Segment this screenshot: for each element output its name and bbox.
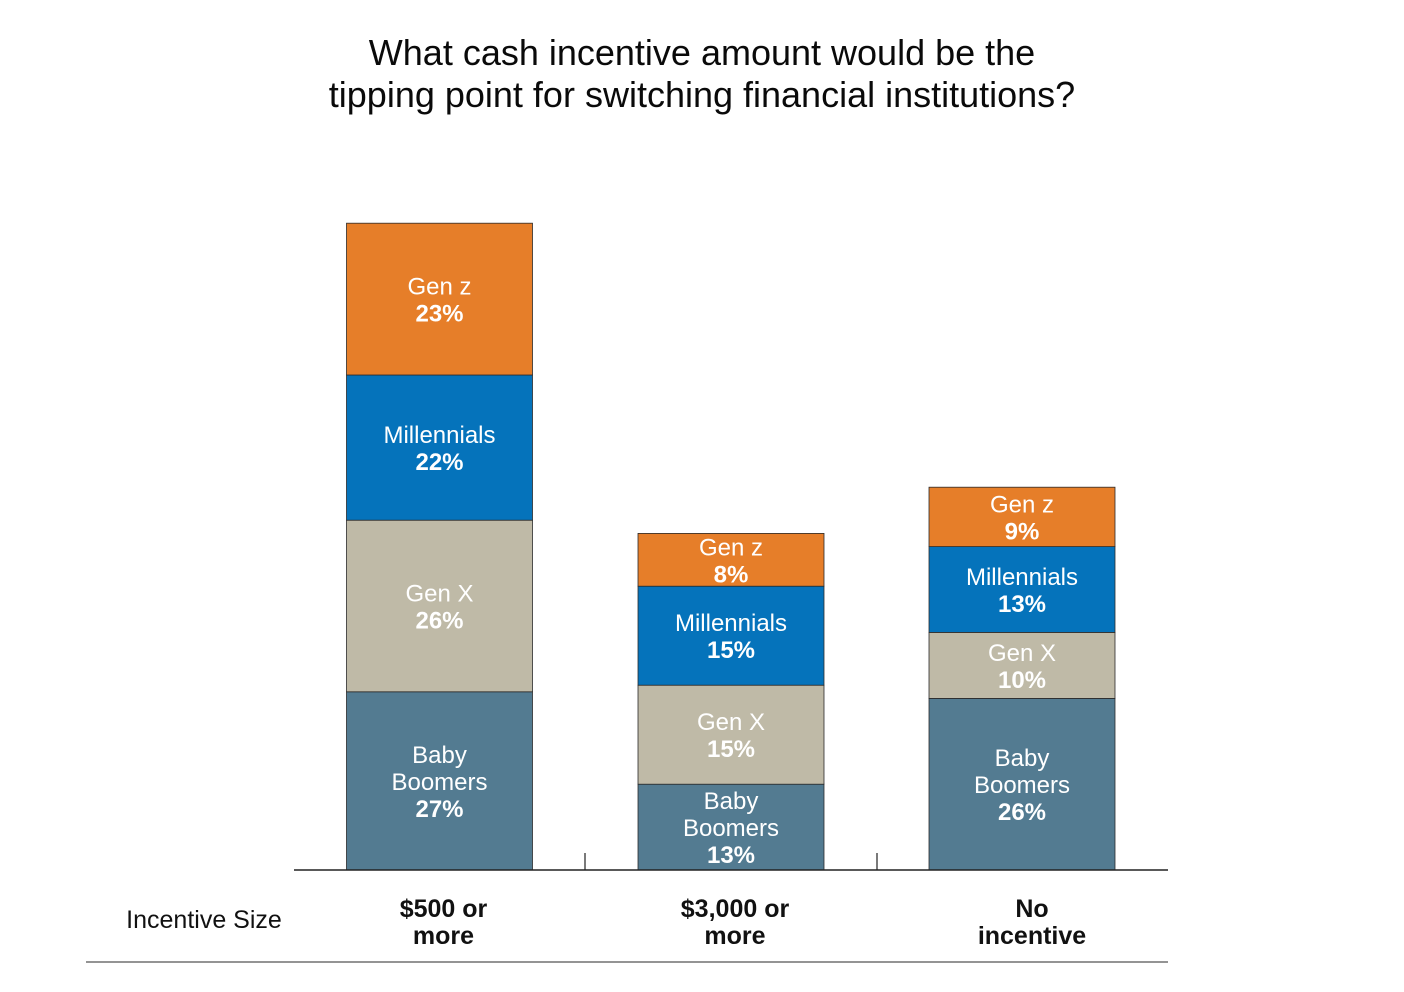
title-line-1: What cash incentive amount would be the: [368, 32, 1036, 73]
data-label-line: Millennials: [383, 422, 495, 449]
data-label-line: 26%: [415, 608, 463, 635]
data-label-line: 26%: [998, 799, 1046, 826]
bar-segment: [928, 486, 1116, 548]
bar-segment: [928, 546, 1116, 633]
x-axis-title: Incentive Size: [126, 906, 282, 934]
data-label-line: Boomers: [683, 815, 779, 842]
bar-segment: [928, 632, 1116, 699]
data-label-line: 13%: [998, 591, 1046, 618]
data-label-line: 15%: [707, 736, 755, 763]
data-label-line: 23%: [415, 301, 463, 328]
data-label: Gen X 15%: [697, 709, 765, 763]
data-label-line: 15%: [707, 637, 755, 664]
data-label-line: Gen X: [405, 581, 473, 608]
category-label-line: more: [704, 922, 765, 950]
data-label-line: Boomers: [974, 772, 1070, 799]
bar-segment: [346, 519, 533, 693]
category-label-line: incentive: [978, 922, 1086, 950]
data-label: Gen X 10%: [988, 640, 1056, 694]
bar-segment: [637, 684, 825, 785]
category-label-line: No: [1015, 895, 1048, 923]
category-label: No incentive: [978, 895, 1086, 950]
category-label-line: $3,000 or: [681, 895, 790, 923]
bar-segment: [346, 222, 533, 376]
data-label-line: Baby: [412, 742, 467, 769]
data-label: Millennials 15%: [675, 610, 787, 664]
data-label: Millennials 22%: [383, 422, 495, 476]
data-label-line: Millennials: [966, 564, 1078, 591]
data-label-line: Baby: [995, 745, 1050, 772]
data-label-line: Gen z: [990, 491, 1054, 518]
data-label-line: 22%: [415, 449, 463, 476]
category-label-line: $500 or: [400, 895, 488, 923]
data-label: Baby Boomers 27%: [391, 742, 487, 823]
data-label-line: 27%: [415, 796, 463, 823]
bar-segment: [637, 783, 825, 871]
data-label-line: Baby: [704, 788, 759, 815]
data-label-line: 9%: [1005, 518, 1040, 545]
data-label-line: Gen X: [697, 709, 765, 736]
data-label: Baby Boomers 26%: [974, 745, 1070, 826]
bar-segment: [346, 374, 533, 521]
data-label: Millennials 13%: [966, 564, 1078, 618]
bar-segment: [637, 585, 825, 686]
bar-segment: [346, 691, 533, 871]
data-label-line: 8%: [714, 561, 749, 588]
data-label: Baby Boomers 13%: [683, 788, 779, 869]
data-label: Gen z 8%: [699, 534, 763, 588]
data-label-line: Millennials: [675, 610, 787, 637]
category-label: $3,000 or more: [681, 895, 790, 950]
title-line-2: tipping point for switching financial in…: [328, 74, 1076, 115]
data-label-line: Gen X: [988, 640, 1056, 667]
data-label: Gen z 9%: [990, 491, 1054, 545]
bar-segment: [637, 533, 825, 587]
category-label: $500 or more: [400, 895, 488, 950]
bar-segment: [928, 698, 1116, 871]
data-label: Gen X 26%: [405, 581, 473, 635]
data-label-line: 10%: [998, 667, 1046, 694]
bars-group: Baby Boomers 27%Gen X 26%Millennials 22%Gen …: [346, 222, 1116, 871]
category-label-line: more: [413, 922, 474, 950]
chart-title: What cash incentive amount would be the …: [0, 32, 1404, 116]
data-label: Gen z 23%: [407, 274, 471, 328]
data-label-line: Boomers: [391, 769, 487, 796]
data-label-line: Gen z: [407, 274, 471, 301]
data-label-line: 13%: [707, 842, 755, 869]
data-label-line: Gen z: [699, 534, 763, 561]
